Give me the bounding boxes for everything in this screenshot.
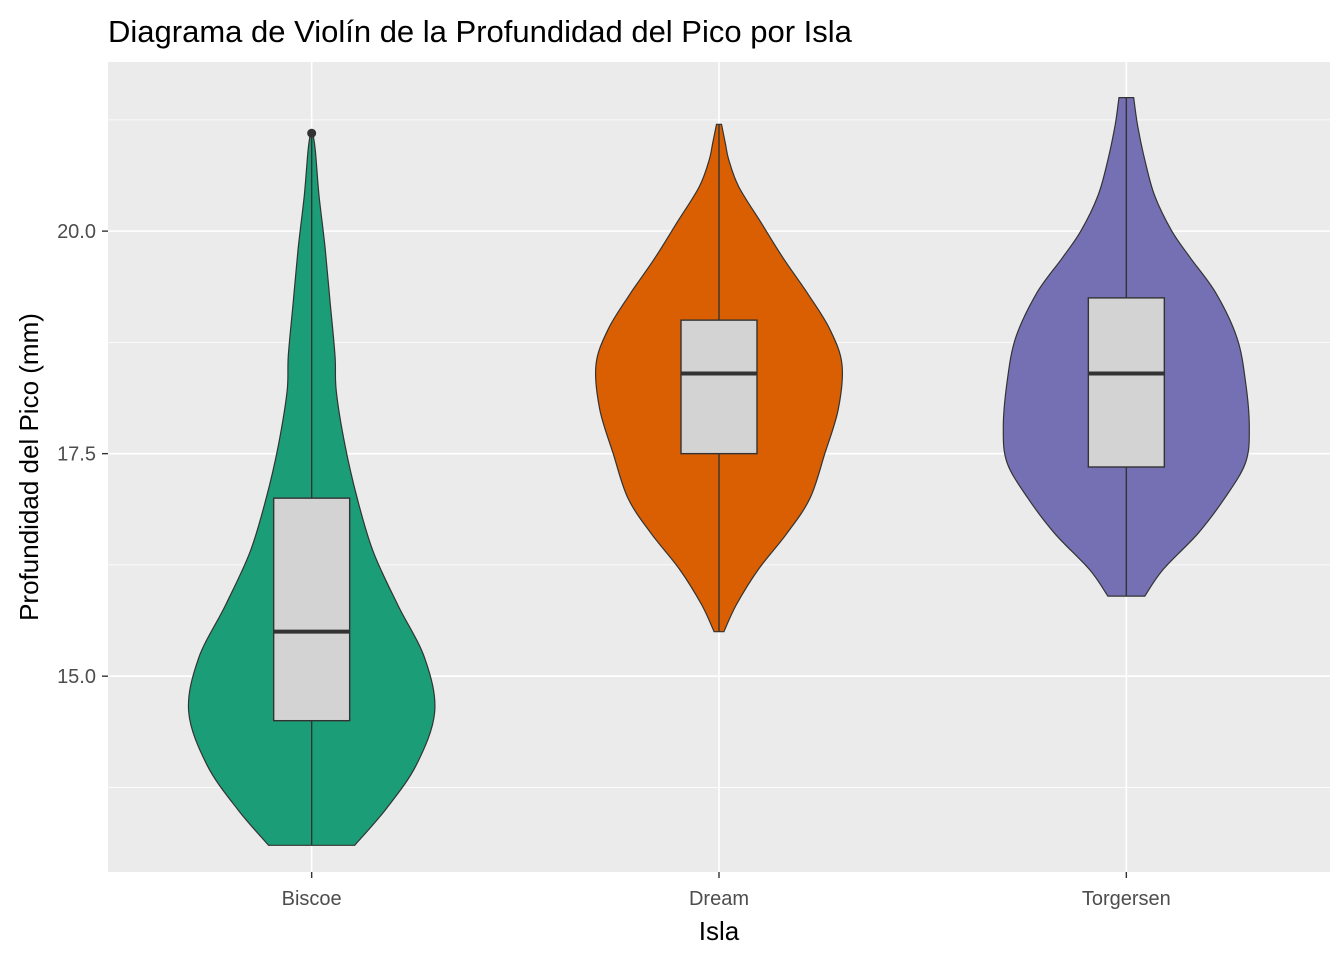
x-tick-label: Torgersen xyxy=(1082,888,1171,910)
x-axis: Biscoe Dream Torgersen xyxy=(282,872,1171,910)
box xyxy=(272,497,351,722)
chart-title: Diagrama de Violín de la Profundidad del… xyxy=(108,14,853,49)
x-axis-title: Isla xyxy=(699,916,740,946)
violin-group-torgersen xyxy=(1002,97,1250,597)
x-tick-label: Biscoe xyxy=(282,888,342,910)
y-tick-label: 20.0 xyxy=(57,221,96,243)
violin-group-dream xyxy=(594,123,844,633)
y-axis: 15.0 17.5 20.0 xyxy=(57,221,108,688)
y-tick-label: 17.5 xyxy=(57,444,96,466)
y-tick-label: 15.0 xyxy=(57,666,96,688)
y-axis-title: Profundidad del Pico (mm) xyxy=(14,313,44,621)
x-tick-label: Dream xyxy=(689,888,749,910)
outlier-point xyxy=(307,128,317,138)
violin-group-biscoe xyxy=(187,128,436,846)
box xyxy=(680,319,758,455)
violins xyxy=(187,97,1250,846)
box xyxy=(1087,297,1166,468)
